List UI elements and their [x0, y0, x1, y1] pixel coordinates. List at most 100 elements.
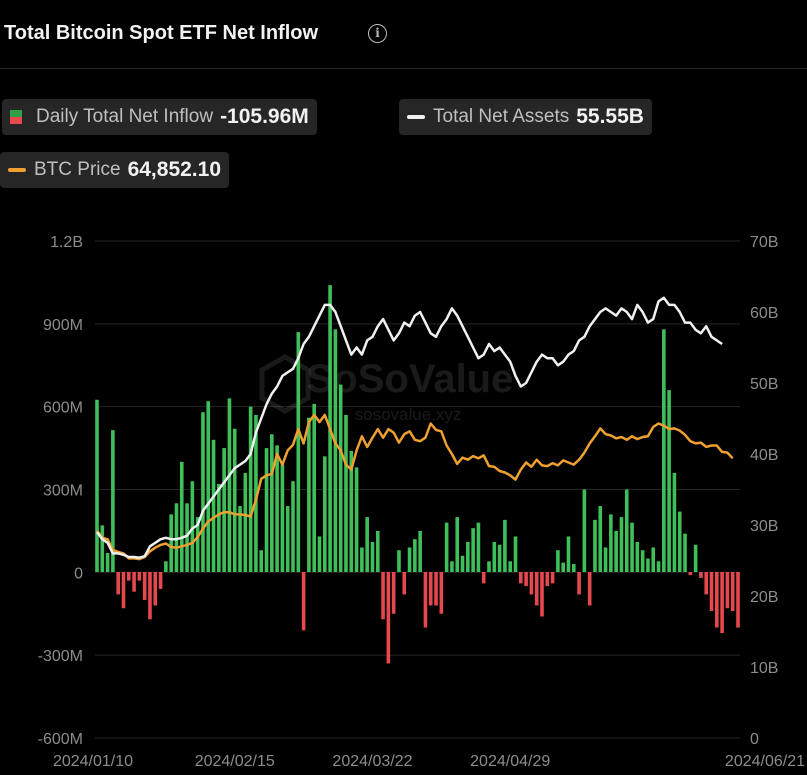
x-tick-label: 2024/04/29 [470, 753, 550, 770]
inflow-bar [662, 329, 666, 572]
watermark-logo-icon [259, 354, 311, 414]
inflow-bar [561, 562, 565, 572]
inflow-bar [413, 539, 417, 572]
inflow-bar [206, 401, 211, 572]
inflow-bar [164, 561, 168, 572]
inflow-bar [736, 572, 740, 628]
y-left-tick-label: -600M [38, 731, 83, 748]
inflow-bar [577, 572, 581, 595]
orange-line-swatch-icon [8, 168, 26, 172]
inflow-bar [630, 522, 634, 572]
inflow-bar [227, 398, 232, 572]
inflow-bar [476, 522, 481, 572]
inflow-bar [651, 547, 656, 572]
x-tick-label: 2024/06/21 [725, 753, 805, 770]
inflow-bar [428, 572, 433, 606]
info-icon[interactable]: i [368, 24, 387, 43]
inflow-bar [349, 450, 354, 572]
inflow-bar [402, 572, 407, 595]
inflow-bar [232, 428, 237, 572]
inflow-bar [397, 550, 401, 572]
inflow-bar [259, 550, 264, 572]
x-tick-label: 2024/02/15 [195, 753, 275, 770]
inflow-bar [556, 550, 560, 572]
inflow-bar [100, 525, 105, 572]
inflow-bar [481, 572, 486, 584]
inflow-bar [386, 572, 391, 664]
inflow-bar [439, 572, 444, 614]
legend-inflow-value: -105.96M [220, 105, 309, 128]
inflow-bar [169, 514, 173, 572]
inflow-bar [672, 472, 677, 572]
legend-price-value: 64,852.10 [127, 158, 222, 181]
legend-inflow-label: Daily Total Net Inflow [36, 106, 214, 127]
y-right-tick-label: 30B [750, 518, 778, 535]
btc-price-line [95, 413, 734, 561]
inflow-bar [238, 506, 242, 572]
y-left-tick-label: 900M [43, 317, 83, 334]
inflow-bar [254, 414, 258, 572]
inflow-bar [545, 572, 550, 587]
inflow-bar [614, 530, 618, 572]
inflow-bar [142, 572, 147, 600]
inflow-bar [434, 572, 438, 606]
inflow-bar [725, 572, 730, 609]
legend-daily-net-inflow[interactable]: Daily Total Net Inflow -105.96M [2, 99, 317, 135]
inflow-bar [466, 541, 470, 572]
inflow-bar [646, 558, 650, 572]
inflow-bar [693, 544, 698, 572]
inflow-bar [635, 541, 640, 572]
inflow-bar [598, 506, 603, 572]
inflow-bar [603, 547, 608, 572]
y-right-tick-label: 50B [750, 376, 778, 393]
inflow-bar [217, 483, 221, 572]
inflow-bar [275, 445, 279, 572]
inflow-bar [153, 572, 158, 606]
inflow-bar [582, 489, 587, 572]
inflow-bar [381, 572, 385, 620]
bar-swatch-icon [10, 110, 22, 124]
y-right-tick-label: 20B [750, 589, 778, 606]
inflow-bar [148, 572, 152, 620]
inflow-bar [667, 390, 671, 572]
inflow-bar [715, 572, 719, 628]
inflow-bar [455, 517, 460, 572]
legend-assets-label: Total Net Assets [433, 106, 570, 127]
inflow-bar [566, 536, 571, 572]
inflow-bar [121, 572, 126, 609]
inflow-bar [185, 503, 189, 572]
inflow-bar [677, 511, 682, 572]
inflow-bar [312, 403, 316, 572]
inflow-bar [609, 514, 613, 572]
inflow-bar [508, 561, 513, 572]
total-net-assets-line [95, 296, 723, 559]
inflow-bar [524, 572, 528, 587]
inflow-bar [365, 517, 369, 572]
inflow-bar [407, 547, 412, 572]
legend-price-label: BTC Price [34, 159, 121, 180]
inflow-bar [360, 547, 364, 572]
inflow-bar [593, 519, 597, 572]
inflow-bar [699, 572, 703, 578]
inflow-bar [375, 530, 380, 572]
inflow-bar [95, 399, 99, 572]
white-line-swatch-icon [407, 115, 425, 119]
inflow-bar [444, 522, 449, 572]
inflow-bar [709, 572, 714, 611]
inflow-bar [174, 503, 179, 572]
inflow-bar [280, 464, 285, 572]
inflow-bar [195, 517, 200, 572]
inflow-bar [492, 541, 497, 572]
inflow-bar [307, 417, 311, 572]
legend-btc-price[interactable]: BTC Price 64,852.10 [0, 152, 230, 188]
inflow-bar [550, 572, 555, 584]
y-right-tick-label: 0 [750, 731, 759, 748]
inflow-bar [656, 561, 661, 572]
x-tick-label: 2024/03/22 [332, 753, 412, 770]
x-tick-label: 2024/01/10 [53, 753, 133, 770]
legend-total-net-assets[interactable]: Total Net Assets 55.55B [399, 99, 652, 135]
inflow-bar [222, 448, 226, 572]
y-right-tick-label: 40B [750, 447, 778, 464]
inflow-bar [296, 332, 301, 572]
y-right-tick-label: 70B [750, 234, 778, 251]
